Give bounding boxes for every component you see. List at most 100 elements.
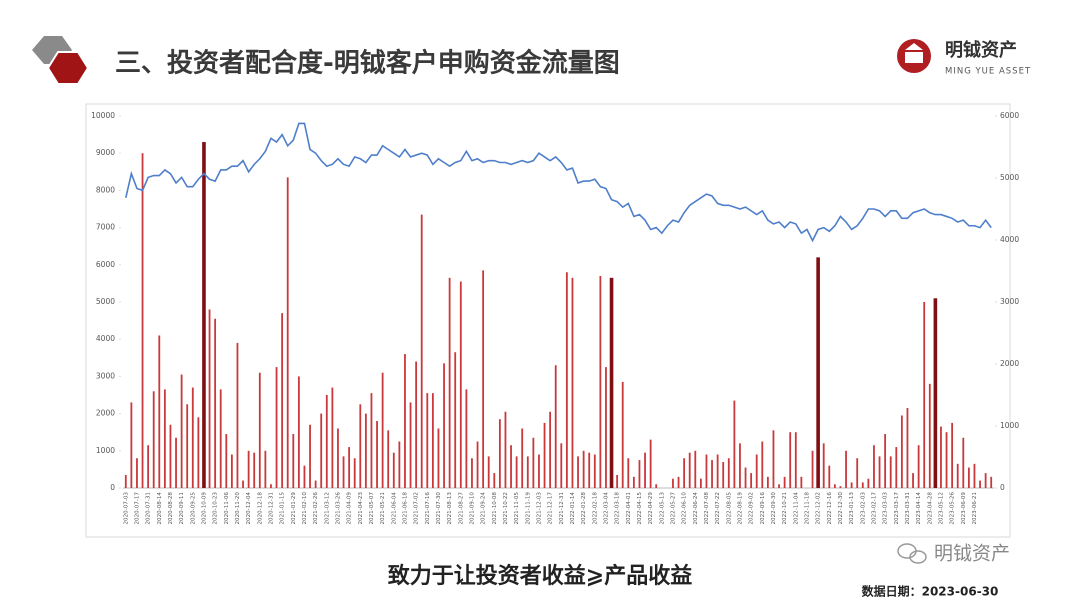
bar [124,474,127,488]
brand-icon-roof [905,43,923,50]
y2-tick-label: 4000 [1000,235,1019,244]
bar [973,463,976,488]
brand-icon-shape [905,52,923,63]
bar [275,367,278,488]
bar [711,460,713,488]
bar [236,342,239,488]
bar [979,480,981,488]
x-tick-label: 2021-12-17 [548,492,554,525]
bar [951,422,954,488]
bar [292,434,295,488]
y2-tick-label: 0 [1000,483,1005,492]
bar [895,447,898,488]
bar [582,450,585,488]
bar [186,404,189,488]
bar [627,458,630,488]
bar [794,432,797,488]
bar [839,486,842,488]
bar [337,428,339,488]
y-tick-label: 9000 [96,148,115,157]
bar [437,428,440,488]
x-tick-label: 2022-10-21 [782,492,788,525]
x-tick-label: 2021-08-27 [458,492,464,525]
x-tick-label: 2023-06-09 [961,492,967,525]
x-tick-label: 2021-02-10 [302,492,308,525]
bar [554,365,557,488]
bar [940,426,942,488]
bar [928,383,931,488]
x-tick-label: 2021-01-15 [280,492,286,525]
x-tick-label: 2022-12-02 [816,492,822,525]
bar [694,450,697,488]
bar [900,415,903,488]
x-tick-label: 2022-09-16 [760,492,766,525]
y-tick-label: 5000 [96,297,115,306]
bar [571,277,574,488]
y2-tick-label: 2000 [1000,359,1019,368]
bar [381,372,384,488]
bar [638,460,641,488]
bar [889,456,892,488]
bar [822,443,825,488]
bar [130,402,133,488]
line [125,122,992,243]
bar [677,476,680,488]
x-tick-label: 2020-09-11 [179,492,185,525]
bar [270,484,272,488]
x-tick-label: 2022-12-30 [838,492,844,525]
bar [593,454,596,488]
bar [933,298,938,488]
bar [744,467,747,488]
bar [956,463,959,488]
bar [398,441,401,488]
bar [878,456,881,488]
chart-frame [85,103,1011,538]
bar [197,417,200,488]
x-tick-label: 2021-07-30 [436,492,442,525]
bar [387,430,390,488]
x-tick-label: 2020-07-17 [134,492,140,525]
x-tick-label: 2022-05-27 [670,492,676,525]
x-tick-label: 2020-12-04 [246,492,252,525]
x-tick-label: 2022-03-04 [603,492,609,525]
brand-name: 明钺资产 [945,39,1017,61]
bar [772,430,775,488]
bar [163,389,166,488]
x-tick-label: 2022-08-05 [726,492,732,525]
bar [286,177,289,488]
bar [699,478,702,488]
bar [644,452,646,488]
x-tick-label: 2023-04-28 [927,492,933,525]
y-tick-label: 8000 [96,185,115,194]
x-tick-label: 2021-12-03 [536,492,542,525]
x-tick-label: 2023-02-03 [860,492,866,525]
y2-tick-label: 5000 [1000,173,1019,182]
bar [565,272,568,488]
x-tick-label: 2021-10-22 [503,492,509,525]
bar [404,354,406,488]
x-tick-label: 2020-12-18 [257,492,263,525]
bar [175,437,177,488]
x-tick-label: 2021-02-26 [313,492,319,525]
x-tick-label: 2022-08-19 [737,492,743,525]
x-tick-label: 2022-06-24 [693,492,699,525]
x-tick-label: 2022-07-22 [715,492,721,525]
x-tick-label: 2022-09-30 [771,492,777,525]
x-tick-label: 2021-04-23 [358,492,364,525]
bar [208,309,211,488]
data-date: 数据日期：2023-06-30 [862,584,999,599]
bar [225,434,228,488]
bar [688,452,691,488]
bar [683,458,686,488]
bar [873,445,875,488]
bar [510,445,512,488]
bar [169,424,172,488]
bar [984,473,987,488]
bar [158,335,161,488]
bar [917,445,920,488]
x-tick-label: 2021-08-13 [447,492,453,525]
y2-tick-label: 6000 [1000,111,1019,120]
y-tick-label: 3000 [96,371,115,380]
x-tick-label: 2020-10-09 [201,492,207,525]
x-tick-label: 2021-01-29 [291,492,297,525]
